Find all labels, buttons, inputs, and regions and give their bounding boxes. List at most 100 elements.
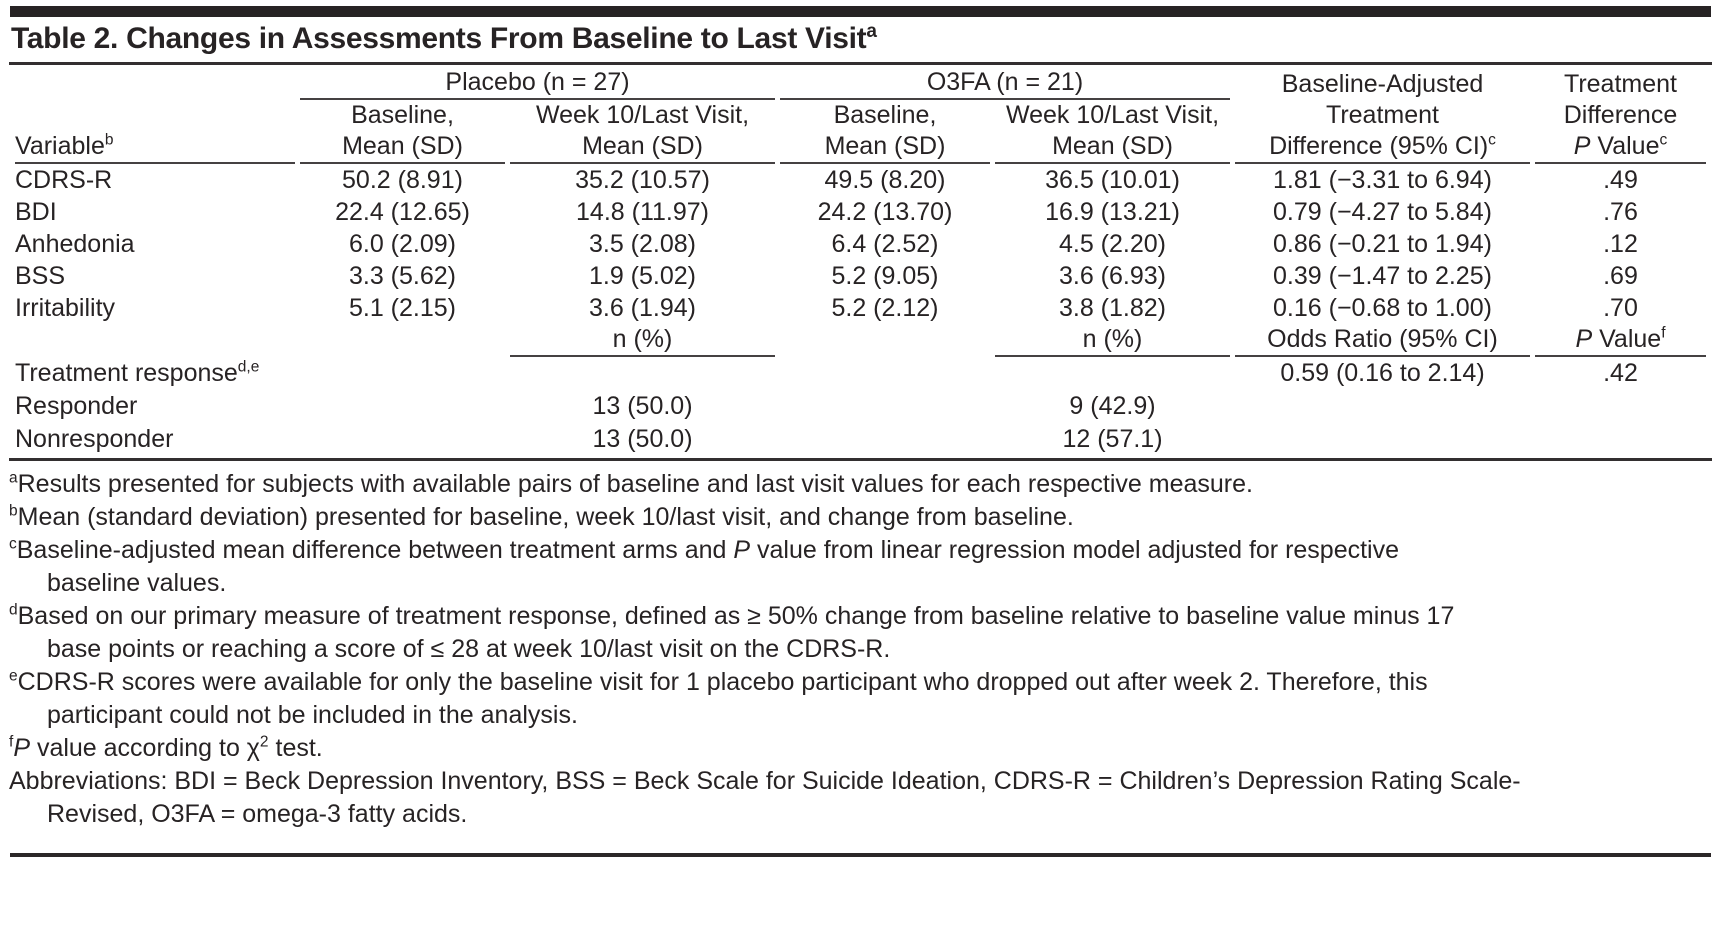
spacer-cell bbox=[1535, 390, 1706, 423]
table-title: Table 2. Changes in Assessments From Bas… bbox=[0, 17, 1721, 62]
data-cell: .76 bbox=[1603, 198, 1638, 226]
spacer-cell bbox=[300, 357, 505, 390]
row-label: CDRS-R bbox=[15, 166, 113, 194]
row-label: Anhedonia bbox=[15, 230, 135, 258]
table-title-footnote-marker: a bbox=[866, 21, 877, 42]
o3fa-n-pct-header: n (%) bbox=[995, 324, 1230, 357]
data-cell: 0.16 (−0.68 to 1.00) bbox=[1273, 294, 1492, 322]
data-cell: 5.1 (2.15) bbox=[348, 294, 456, 322]
assessments-table: Placebo (n = 27) O3FA (n = 21) Baseline-… bbox=[10, 67, 1711, 456]
data-cell: 6.0 (2.09) bbox=[348, 230, 456, 258]
row-label: Responder bbox=[15, 392, 138, 420]
row-label: BSS bbox=[15, 262, 66, 290]
footnote-c: cBaseline-adjusted mean difference betwe… bbox=[9, 535, 1400, 597]
table-row-anhedonia: Anhedonia 6.0 (2.09) 3.5 (2.08) 6.4 (2.5… bbox=[15, 228, 1706, 260]
data-cell: 3.3 (5.62) bbox=[348, 262, 456, 290]
table-row-bdi: BDI 22.4 (12.65) 14.8 (11.97) 24.2 (13.7… bbox=[15, 196, 1706, 228]
data-cell: 6.4 (2.52) bbox=[831, 230, 939, 258]
placebo-group-header: Placebo (n = 27) bbox=[300, 67, 775, 100]
footnote-b: bMean (standard deviation) presented for… bbox=[9, 502, 1074, 531]
data-cell: 3.6 (1.94) bbox=[588, 294, 696, 322]
footnote-marker-f: f bbox=[1661, 324, 1666, 342]
o3fa-baseline-header: Baseline, Mean (SD) bbox=[780, 100, 990, 164]
data-cell: 0.39 (−1.47 to 2.25) bbox=[1273, 262, 1492, 290]
placebo-baseline-header: Baseline, Mean (SD) bbox=[300, 100, 505, 164]
data-cell: .70 bbox=[1603, 294, 1638, 322]
odds-ratio-value: 0.59 (0.16 to 2.14) bbox=[1280, 359, 1485, 387]
placebo-n-pct-header: n (%) bbox=[510, 324, 775, 357]
spacer-cell bbox=[780, 357, 990, 390]
footnote-e: eCDRS-R scores were available for only t… bbox=[9, 667, 1428, 729]
data-cell: 5.2 (2.12) bbox=[831, 294, 939, 322]
footnote-d: dBased on our primary measure of treatme… bbox=[9, 601, 1455, 663]
data-cell: 5.2 (9.05) bbox=[831, 262, 939, 290]
data-cell: .12 bbox=[1603, 230, 1638, 258]
pvalue-value: .42 bbox=[1603, 359, 1638, 387]
spacer-cell bbox=[1235, 390, 1530, 423]
data-cell: 12 (57.1) bbox=[1062, 425, 1163, 453]
data-cell: 13 (50.0) bbox=[592, 425, 693, 453]
footnote-marker-b: b bbox=[104, 131, 114, 149]
spacer-cell bbox=[300, 390, 505, 423]
spacer-cell bbox=[15, 67, 295, 100]
adjusted-difference-header: Baseline-Adjusted Treatment Difference (95… bbox=[1235, 67, 1530, 164]
table-title-text: Table 2. Changes in Assessments From Bas… bbox=[11, 22, 867, 55]
data-cell: 24.2 (13.70) bbox=[817, 198, 953, 226]
data-cell: 35.2 (10.57) bbox=[575, 166, 710, 194]
data-cell: 3.5 (2.08) bbox=[588, 230, 696, 258]
table-row-responder: Responder 13 (50.0) 9 (42.9) bbox=[15, 390, 1706, 423]
table-row-bss: BSS 3.3 (5.62) 1.9 (5.02) 5.2 (9.05) 3.6… bbox=[15, 260, 1706, 292]
table-row-treatment-response: Treatment responsed,e 0.59 (0.16 to 2.14… bbox=[15, 357, 1706, 390]
data-cell: 0.79 (−4.27 to 5.84) bbox=[1273, 198, 1492, 226]
spacer-cell bbox=[300, 324, 505, 357]
data-cell: 3.8 (1.82) bbox=[1058, 294, 1166, 322]
row-label: Treatment responsed,e bbox=[15, 358, 260, 387]
spacer-cell bbox=[780, 390, 990, 423]
footnote-marker-de: d,e bbox=[237, 358, 260, 376]
odds-ratio-header: Odds Ratio (95% CI) bbox=[1235, 324, 1530, 357]
table-row-nonresponder: Nonresponder 13 (50.0) 12 (57.1) bbox=[15, 423, 1706, 456]
row-label: Irritability bbox=[15, 294, 116, 322]
pvalue-f-header: P Valuef bbox=[1535, 324, 1706, 357]
data-cell: 22.4 (12.65) bbox=[335, 198, 470, 226]
data-cell: 1.9 (5.02) bbox=[588, 262, 696, 290]
data-cell: 14.8 (11.97) bbox=[576, 198, 709, 226]
data-cell: 50.2 (8.91) bbox=[342, 166, 463, 194]
variable-header: Variableb bbox=[15, 100, 295, 164]
footnote-a: aResults presented for subjects with ava… bbox=[9, 469, 1253, 498]
table-row-cdrs-r: CDRS-R 50.2 (8.91) 35.2 (10.57) 49.5 (8.… bbox=[15, 164, 1706, 196]
row-label: BDI bbox=[15, 198, 57, 226]
spacer-cell bbox=[1535, 423, 1706, 456]
placebo-week10-header: Week 10/Last Visit, Mean (SD) bbox=[510, 100, 775, 164]
data-cell: .69 bbox=[1603, 262, 1638, 290]
table-top-bar bbox=[10, 6, 1711, 17]
spacer-cell bbox=[780, 324, 990, 357]
data-cell: .49 bbox=[1603, 166, 1638, 194]
footnotes-section: aResults presented for subjects with ava… bbox=[0, 461, 1721, 831]
data-cell: 4.5 (2.20) bbox=[1058, 230, 1166, 258]
data-cell: 16.9 (13.21) bbox=[1045, 198, 1180, 226]
footnote-marker-c: c bbox=[1659, 131, 1668, 149]
data-cell: 13 (50.0) bbox=[592, 392, 693, 420]
row-label: Nonresponder bbox=[15, 425, 174, 453]
data-cell: 36.5 (10.01) bbox=[1045, 166, 1180, 194]
title-rule bbox=[9, 62, 1712, 65]
spacer-cell bbox=[510, 357, 775, 390]
spacer-cell bbox=[780, 423, 990, 456]
data-cell: 0.86 (−0.21 to 1.94) bbox=[1273, 230, 1492, 258]
o3fa-week10-header: Week 10/Last Visit, Mean (SD) bbox=[995, 100, 1230, 164]
footnote-marker-c: c bbox=[1488, 131, 1496, 149]
spacer-cell bbox=[15, 324, 295, 357]
column-header-row: Variableb Baseline, Mean (SD) Week 10/La… bbox=[15, 100, 1706, 164]
abbreviations-note: Abbreviations: BDI = Beck Depression Inv… bbox=[9, 767, 1521, 828]
o3fa-group-header: O3FA (n = 21) bbox=[780, 67, 1230, 100]
spacer-cell bbox=[995, 357, 1230, 390]
secondary-header-row: n (%) n (%) Odds Ratio (95% CI) P Valuef bbox=[15, 324, 1706, 357]
table-row-irritability: Irritability 5.1 (2.15) 3.6 (1.94) 5.2 (… bbox=[15, 292, 1706, 324]
footnote-f: fP value according to χ2 test. bbox=[9, 733, 323, 762]
spacer-cell bbox=[300, 423, 505, 456]
data-cell: 49.5 (8.20) bbox=[824, 166, 946, 194]
table-end-bar bbox=[10, 853, 1711, 857]
table-bottom-rule bbox=[9, 458, 1712, 461]
